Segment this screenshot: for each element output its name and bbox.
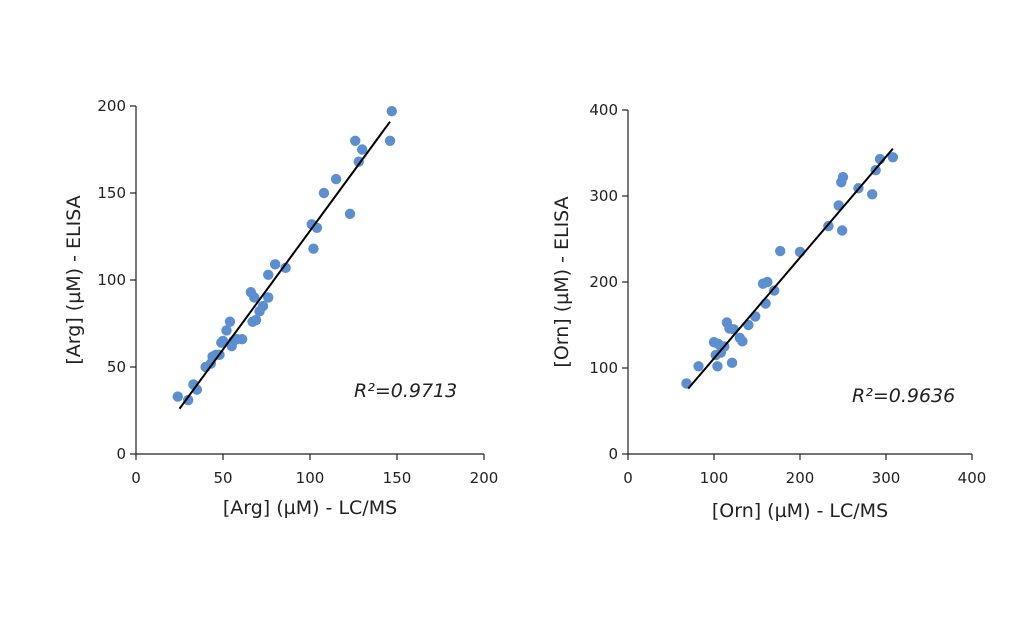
arg-data-point: [221, 325, 232, 336]
orn-y-tick-label: 400: [589, 101, 618, 119]
orn-y-axis-title: [Orn] (µM) - ELISA: [551, 196, 573, 367]
arg-data-point: [270, 259, 281, 270]
arg-data-point: [384, 135, 396, 146]
arg-data-point: [280, 262, 291, 274]
arg-data-point: [353, 156, 364, 167]
arg-r2-annotation: R²=0.9713: [354, 380, 457, 402]
arg-x-axis-title: [Arg] (µM) - LC/MS: [223, 497, 397, 519]
orn-y-tick-label: 0: [608, 445, 618, 463]
orn-axes: 0 100 200 300 400 0 100 200 300 400: [589, 101, 986, 487]
orn-x-tick-label: 0: [623, 469, 633, 487]
arg-y-tick-label: 50: [107, 358, 126, 376]
arg-y-tick-label: 100: [97, 271, 126, 289]
arg-data-point: [236, 333, 248, 345]
arg-data-point: [308, 243, 319, 254]
arg-data-point: [263, 269, 274, 280]
orn-x-tick-label: 100: [700, 469, 729, 487]
arg-trendline: [178, 121, 391, 410]
arg-data-point: [249, 292, 260, 303]
arg-data-point: [172, 391, 183, 402]
orn-data-point: [775, 245, 786, 257]
arg-data-point: [350, 135, 361, 146]
arg-y-axis-title: [Arg] (µM) - ELISA: [63, 195, 85, 364]
arg-x-tick-label: 0: [131, 469, 141, 487]
arg-x-tick-label: 100: [296, 469, 325, 487]
arg-data-point: [217, 335, 229, 347]
orn-data-point: [737, 336, 748, 347]
arg-points: [172, 106, 397, 406]
arg-x-tick-label: 150: [383, 469, 412, 487]
orn-scatter-chart: 0 100 200 300 400 0 100 200 300 400 [Orn] (µM) - …: [551, 101, 986, 522]
orn-data-point: [867, 189, 878, 200]
orn-y-tick-label: 100: [589, 359, 618, 377]
arg-data-point: [250, 314, 262, 326]
orn-data-point: [712, 361, 723, 372]
orn-r2-annotation: R²=0.9636: [852, 385, 955, 407]
orn-trendline: [687, 148, 894, 390]
orn-x-tick-label: 200: [786, 469, 815, 487]
arg-x-tick-label: 200: [470, 469, 499, 487]
orn-data-point: [726, 357, 738, 369]
orn-data-point: [837, 171, 849, 183]
arg-axes: 0 50 100 150 200 0 50 100 150 200: [97, 97, 498, 487]
arg-data-point: [344, 208, 356, 220]
arg-x-tick-label: 50: [213, 469, 232, 487]
orn-x-axis-title: [Orn] (µM) - LC/MS: [712, 500, 888, 522]
orn-data-point: [836, 225, 848, 236]
arg-data-point: [263, 292, 274, 303]
orn-y-tick-label: 300: [589, 187, 618, 205]
orn-data-point: [769, 285, 780, 296]
orn-data-point: [693, 361, 704, 372]
orn-x-tick-label: 300: [872, 469, 901, 487]
arg-y-tick-label: 150: [97, 184, 126, 202]
arg-scatter-chart: 0 50 100 150 200 0 50 100 150 200 [Arg] (µM) - LC…: [63, 97, 498, 519]
arg-data-point: [330, 173, 342, 185]
arg-data-point: [257, 300, 269, 312]
orn-x-tick-label: 400: [958, 469, 987, 487]
arg-data-point: [224, 316, 236, 327]
orn-y-tick-label: 200: [589, 273, 618, 291]
arg-data-point: [318, 187, 330, 199]
orn-data-point: [887, 152, 899, 163]
arg-y-tick-label: 200: [97, 97, 126, 115]
arg-data-point: [183, 394, 194, 406]
arg-data-point: [357, 144, 368, 155]
orn-data-point: [728, 324, 739, 335]
orn-data-point: [762, 276, 773, 288]
arg-data-point: [386, 106, 397, 117]
arg-y-tick-label: 0: [116, 445, 126, 463]
